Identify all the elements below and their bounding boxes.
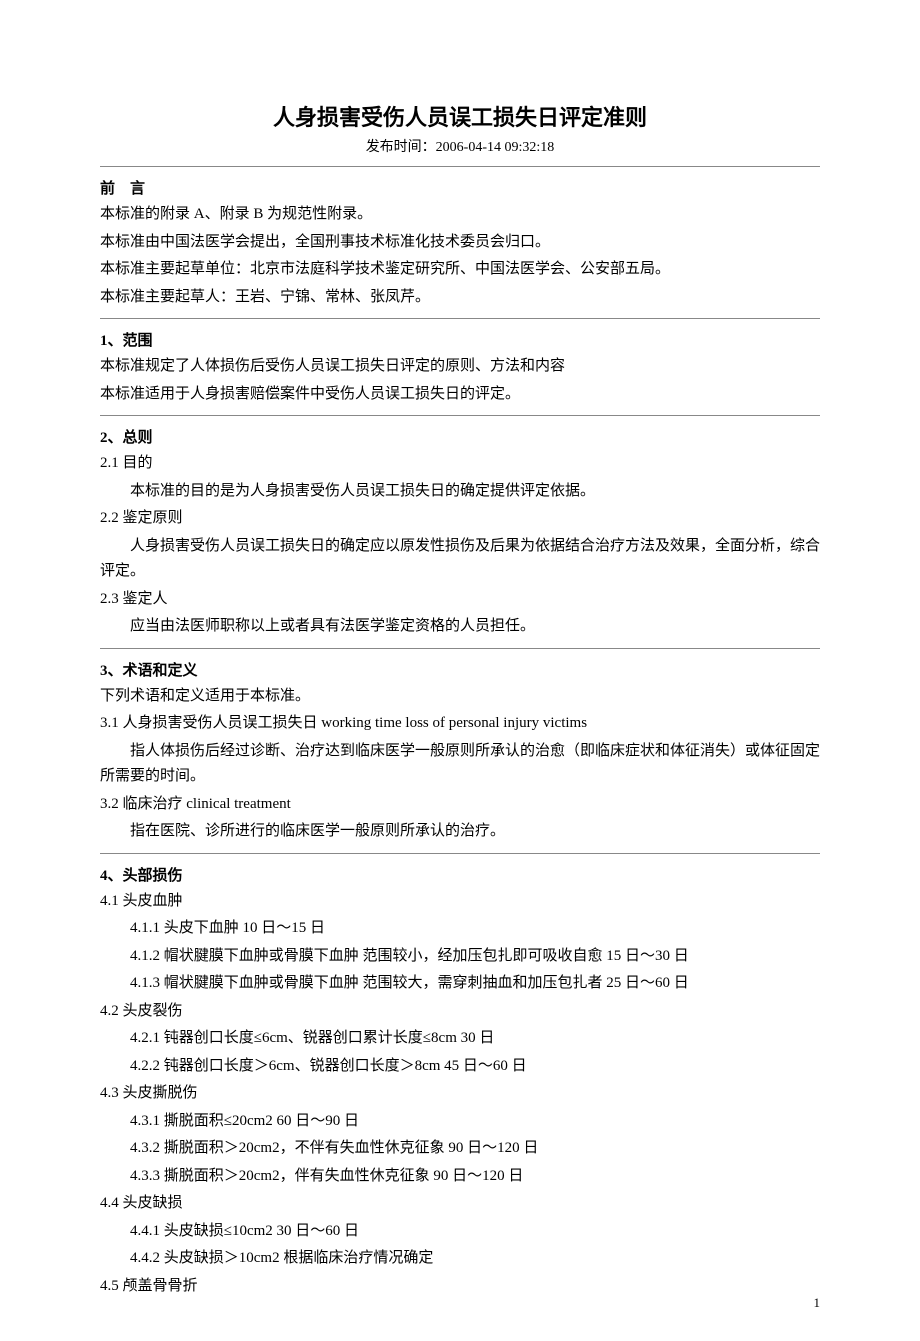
item-2-2-head: 2.2 鉴定原则 bbox=[100, 506, 820, 532]
section-3-head: 3、术语和定义 bbox=[100, 659, 820, 680]
item-4-1-1: 4.1.1 头皮下血肿 10 日～15 日 bbox=[100, 916, 820, 942]
section-4-head: 4、头部损伤 bbox=[100, 864, 820, 885]
divider bbox=[100, 853, 820, 854]
divider bbox=[100, 166, 820, 167]
item-4-3-1: 4.3.1 撕脱面积≤20cm2 60 日～90 日 bbox=[100, 1109, 820, 1135]
item-2-1-head: 2.1 目的 bbox=[100, 451, 820, 477]
section-1-line: 本标准规定了人体损伤后受伤人员误工损失日评定的原则、方法和内容 bbox=[100, 354, 820, 380]
preface-line: 本标准主要起草人：王岩、宁锦、常林、张凤芹。 bbox=[100, 285, 820, 311]
item-4-1-3: 4.1.3 帽状腱膜下血肿或骨膜下血肿 范围较大，需穿刺抽血和加压包扎者 25 … bbox=[100, 971, 820, 997]
item-3-1-body: 指人体损伤后经过诊断、治疗达到临床医学一般原则所承认的治愈（即临床症状和体征消失… bbox=[100, 739, 820, 790]
divider bbox=[100, 318, 820, 319]
item-2-2-body: 人身损害受伤人员误工损失日的确定应以原发性损伤及后果为依据结合治疗方法及效果，全… bbox=[100, 534, 820, 585]
item-4-3-head: 4.3 头皮撕脱伤 bbox=[100, 1081, 820, 1107]
item-2-1-body: 本标准的目的是为人身损害受伤人员误工损失日的确定提供评定依据。 bbox=[100, 479, 820, 505]
item-2-3-head: 2.3 鉴定人 bbox=[100, 587, 820, 613]
publish-time: 发布时间：2006-04-14 09:32:18 bbox=[100, 136, 820, 156]
preface-line: 本标准的附录 A、附录 B 为规范性附录。 bbox=[100, 202, 820, 228]
section-1-line: 本标准适用于人身损害赔偿案件中受伤人员误工损失日的评定。 bbox=[100, 382, 820, 408]
item-4-1-2: 4.1.2 帽状腱膜下血肿或骨膜下血肿 范围较小，经加压包扎即可吸收自愈 15 … bbox=[100, 944, 820, 970]
item-2-3-body: 应当由法医师职称以上或者具有法医学鉴定资格的人员担任。 bbox=[100, 614, 820, 640]
preface-line: 本标准主要起草单位：北京市法庭科学技术鉴定研究所、中国法医学会、公安部五局。 bbox=[100, 257, 820, 283]
document-page: 人身损害受伤人员误工损失日评定准则 发布时间：2006-04-14 09:32:… bbox=[0, 0, 920, 1341]
item-4-2-head: 4.2 头皮裂伤 bbox=[100, 999, 820, 1025]
item-4-4-head: 4.4 头皮缺损 bbox=[100, 1191, 820, 1217]
item-4-4-2: 4.4.2 头皮缺损＞10cm2 根据临床治疗情况确定 bbox=[100, 1246, 820, 1272]
item-4-3-3: 4.3.3 撕脱面积＞20cm2，伴有失血性休克征象 90 日～120 日 bbox=[100, 1164, 820, 1190]
section-1-head: 1、范围 bbox=[100, 329, 820, 350]
page-number: 1 bbox=[814, 1295, 821, 1311]
item-4-5-head: 4.5 颅盖骨骨折 bbox=[100, 1274, 820, 1300]
item-3-2-head: 3.2 临床治疗 clinical treatment bbox=[100, 792, 820, 818]
item-3-1-head: 3.1 人身损害受伤人员误工损失日 working time loss of p… bbox=[100, 711, 820, 737]
item-4-2-2: 4.2.2 钝器创口长度＞6cm、锐器创口长度＞8cm 45 日～60 日 bbox=[100, 1054, 820, 1080]
divider bbox=[100, 648, 820, 649]
preface-line: 本标准由中国法医学会提出，全国刑事技术标准化技术委员会归口。 bbox=[100, 230, 820, 256]
item-4-1-head: 4.1 头皮血肿 bbox=[100, 889, 820, 915]
section-3-intro: 下列术语和定义适用于本标准。 bbox=[100, 684, 820, 710]
item-4-2-1: 4.2.1 钝器创口长度≤6cm、锐器创口累计长度≤8cm 30 日 bbox=[100, 1026, 820, 1052]
divider bbox=[100, 415, 820, 416]
item-4-3-2: 4.3.2 撕脱面积＞20cm2，不伴有失血性休克征象 90 日～120 日 bbox=[100, 1136, 820, 1162]
item-4-4-1: 4.4.1 头皮缺损≤10cm2 30 日～60 日 bbox=[100, 1219, 820, 1245]
preface-head: 前 言 bbox=[100, 177, 820, 198]
document-title: 人身损害受伤人员误工损失日评定准则 bbox=[100, 100, 820, 132]
section-2-head: 2、总则 bbox=[100, 426, 820, 447]
item-3-2-body: 指在医院、诊所进行的临床医学一般原则所承认的治疗。 bbox=[100, 819, 820, 845]
